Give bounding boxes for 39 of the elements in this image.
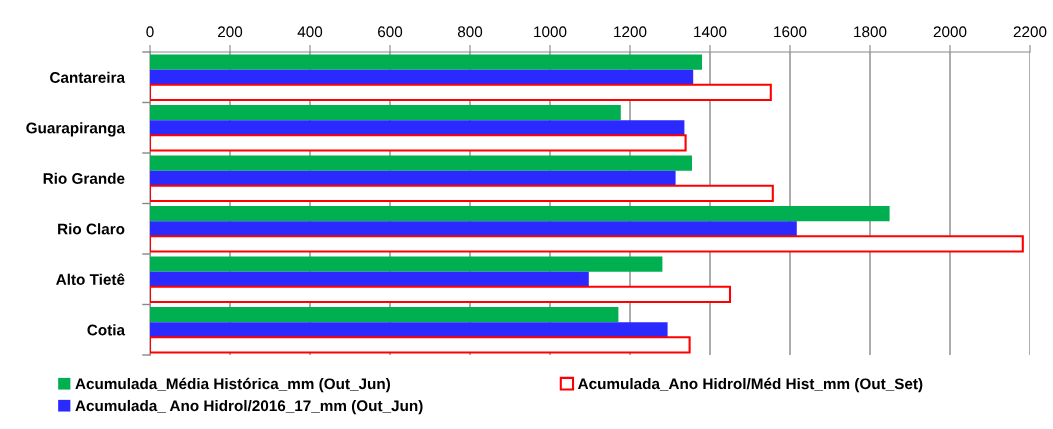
y-tick-label: Rio Claro (58, 223, 125, 235)
x-tick-label: 1800 (854, 26, 887, 38)
bar (150, 235, 1024, 253)
bar (150, 83, 772, 102)
y-tick-label: Cantareira (50, 71, 126, 83)
x-tick-label: 1200 (614, 26, 647, 38)
bar (150, 221, 797, 237)
y-tick-label: Rio Grande (43, 172, 125, 184)
bar (150, 54, 702, 70)
y-tick-label: Guarapiranga (26, 122, 126, 137)
x-tick-label: 2200 (1013, 26, 1047, 38)
x-tick-label: 800 (457, 26, 483, 38)
legend-label: Acumulada_ Ano Hidrol/2016_17_mm (Out_Jun) (75, 399, 423, 415)
x-tick-label: 600 (378, 26, 403, 38)
bar (150, 307, 619, 323)
x-tick-label: 2000 (933, 26, 967, 38)
x-tick-label: 1400 (694, 26, 727, 38)
x-tick-label: 400 (297, 26, 323, 38)
bar (150, 322, 668, 338)
y-tick-label: Alto Tietê (56, 273, 125, 285)
bar (150, 170, 676, 186)
bar (150, 256, 663, 272)
bar (150, 285, 732, 304)
bar (150, 134, 687, 152)
bar (150, 69, 694, 85)
x-tick-label: 0 (146, 26, 154, 38)
x-tick-label: 200 (218, 26, 243, 38)
y-tick-label: Cotia (87, 324, 126, 336)
legend-label: Acumulada_Ano Hidrol/Méd Hist_mm (Out_Set) (577, 377, 923, 393)
bar (150, 155, 692, 171)
bar (150, 105, 621, 121)
bar (150, 336, 691, 354)
x-tick-label: 1000 (534, 26, 567, 38)
bar (150, 271, 589, 287)
bar (150, 184, 774, 203)
x-tick-label: 1600 (774, 26, 807, 38)
legend-label: Acumulada_Média Histórica_mm (Out_Jun) (75, 377, 391, 393)
bar (150, 206, 890, 222)
bar (150, 120, 685, 136)
